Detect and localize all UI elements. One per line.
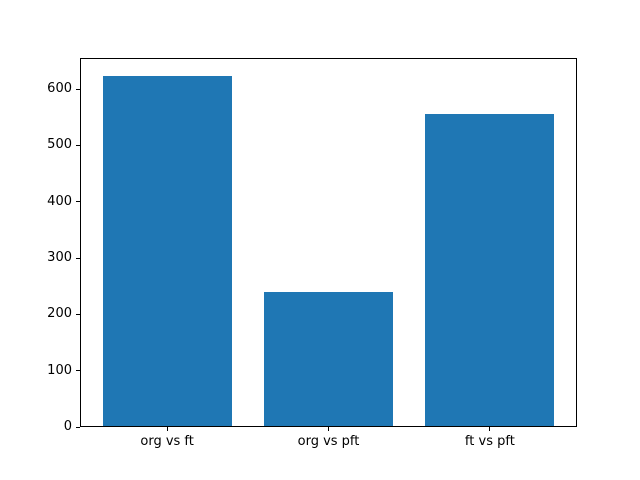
y-tick-mark xyxy=(76,257,80,259)
x-tick-label-org-vs-ft: org vs ft xyxy=(140,434,194,449)
y-tick-mark xyxy=(76,426,80,428)
y-tick-label: 400 xyxy=(47,193,72,209)
y-tick-mark xyxy=(76,144,80,146)
y-tick-mark xyxy=(76,88,80,90)
y-tick-label: 500 xyxy=(47,137,72,153)
y-tick-label: 600 xyxy=(47,81,72,97)
y-tick-mark xyxy=(76,201,80,203)
bar-org-vs-ft xyxy=(102,75,232,427)
bar-org-vs-pft xyxy=(263,291,394,427)
y-tick-mark xyxy=(76,370,80,372)
y-tick-label: 200 xyxy=(47,306,72,322)
plot-area xyxy=(80,58,577,427)
y-tick-label: 0 xyxy=(63,419,72,434)
y-tick-label: 300 xyxy=(47,250,72,266)
bar-ft-vs-pft xyxy=(425,114,555,427)
x-tick-label-org-vs-pft: org vs pft xyxy=(297,434,360,449)
x-tick-label-ft-vs-pft: ft vs pft xyxy=(464,434,515,449)
y-tick-label: 100 xyxy=(47,362,72,378)
x-tick-mark xyxy=(489,427,491,431)
y-tick-mark xyxy=(76,313,80,315)
x-tick-mark xyxy=(166,427,168,431)
x-tick-mark xyxy=(328,427,329,431)
